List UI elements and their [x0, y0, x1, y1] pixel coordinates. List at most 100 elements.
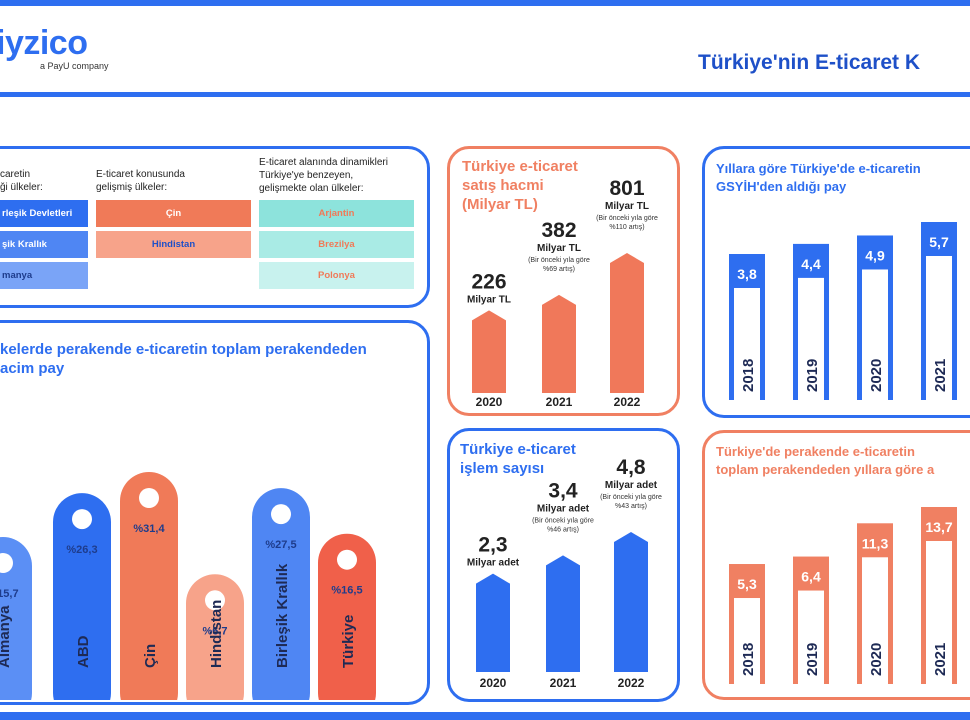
note-label: %46 artış)	[547, 526, 579, 533]
value-label: 5,7	[929, 234, 949, 250]
col3-header: E-ticaret alanında dinamikleri Türkiye'y…	[259, 157, 388, 194]
country-cell: Polonya	[259, 262, 414, 289]
year-label: 2020	[476, 395, 503, 409]
country-label: ABD	[75, 635, 92, 668]
bar-marker	[72, 509, 92, 530]
value-bar	[476, 573, 510, 672]
value-bar	[614, 532, 648, 672]
unit-label: Milyar TL	[605, 201, 649, 212]
bar-value-label: %26,3	[66, 544, 97, 556]
bar-value-label: %27,5	[265, 539, 296, 551]
country-cell: Hindistan	[96, 231, 251, 258]
year-label: 2018	[740, 643, 757, 676]
col2-header: E-ticaret konusunda gelişmiş ülkeler:	[96, 169, 185, 193]
value-label: 11,3	[862, 535, 889, 551]
year-label: 2021	[932, 643, 949, 676]
country-cell: Çin	[96, 200, 251, 227]
bar-inner	[798, 590, 824, 684]
transaction-count-title-1: Türkiye e-ticaret	[460, 441, 576, 458]
bar-inner	[926, 541, 952, 684]
value-label: 5,3	[737, 576, 757, 592]
value-bar	[546, 555, 580, 672]
country-cell: manya	[0, 262, 88, 289]
bar-value-label: %31,4	[133, 523, 165, 535]
sales-volume-title-3: (Milyar TL)	[462, 196, 538, 213]
bar-inner	[862, 557, 888, 684]
bar-marker	[271, 504, 291, 525]
value-label: 3,8	[737, 266, 757, 282]
gdp-share-title-1: Yıllara göre Türkiye'de e-ticaretin	[716, 161, 921, 176]
value-bar	[610, 253, 644, 393]
value-label: 2,3	[478, 534, 507, 557]
bar-inner	[734, 288, 760, 400]
year-label: 2020	[868, 643, 885, 676]
unit-label: Milyar TL	[467, 294, 511, 305]
note-label: %43 artış)	[615, 503, 647, 510]
value-label: 4,4	[801, 256, 821, 272]
year-label: 2021	[550, 676, 577, 690]
note-label: (Bir önceki yıla göre	[528, 257, 590, 264]
value-label: 13,7	[925, 519, 952, 535]
bar-marker	[337, 549, 357, 570]
brand-logo[interactable]: iyzico	[0, 24, 88, 62]
bar-marker	[139, 488, 159, 508]
country-cell: rleşik Devletleri	[0, 200, 88, 227]
country-bar	[252, 488, 310, 700]
transaction-count-title-2: işlem sayısı	[460, 460, 545, 477]
bar-marker	[205, 590, 225, 611]
country-bar	[318, 533, 376, 700]
note-label: (Bir önceki yıla göre	[532, 517, 594, 524]
value-label: 4,8	[616, 456, 646, 479]
year-label: 2019	[804, 359, 821, 392]
retail-share-years-title-2: toplam perakendeden yıllara göre a	[716, 462, 935, 477]
page-title: Türkiye'nin E-ticaret K	[698, 51, 921, 74]
retail-share-years-chart: 5,3 2018 6,4 2019 11,3 2020 13,7 2021	[729, 507, 957, 684]
retail-share-years-title-1: Türkiye'de perakende e-ticaretin	[716, 444, 915, 459]
gdp-share-title-2: GSYİH'den aldığı pay	[716, 179, 847, 194]
year-label: 2020	[868, 359, 885, 392]
country-label: Hindistan	[208, 600, 225, 668]
value-bar	[472, 310, 506, 393]
country-bar	[0, 537, 32, 700]
unit-label: Milyar adet	[605, 480, 658, 491]
bar-inner	[798, 277, 824, 400]
year-label: 2020	[480, 676, 507, 690]
bar-value-label: %16,5	[331, 585, 362, 597]
bar-marker	[0, 553, 13, 573]
bar-value-label: %15,7	[0, 588, 19, 600]
col1-header: caretin ği ülkeler:	[0, 169, 43, 193]
value-label: 4,9	[865, 247, 885, 263]
unit-label: Milyar adet	[537, 503, 590, 514]
country-bar	[186, 574, 244, 700]
country-share-chart: %15,7 Almanya %26,3 ABD %31,4 Çin %6,7Hindista…	[0, 472, 376, 700]
value-label: 801	[609, 177, 644, 200]
unit-label: Milyar TL	[537, 243, 581, 254]
country-bar	[53, 493, 111, 700]
value-label: 3,4	[548, 479, 578, 502]
bottom-border	[0, 712, 970, 720]
retail-share-countries-title-2: acim pay	[0, 360, 65, 377]
country-label: Çin	[142, 644, 159, 668]
note-label: %110 artış)	[609, 224, 644, 231]
bar-value-label: %6,7	[202, 625, 227, 637]
year-label: 2018	[740, 359, 757, 392]
sales-volume-title-1: Türkiye e-ticaret	[462, 158, 578, 175]
value-label: 6,4	[801, 569, 821, 585]
sales-volume-title-2: satış hacmi	[462, 177, 544, 194]
value-label: 382	[541, 219, 576, 242]
brand-tagline: a PayU company	[40, 61, 109, 71]
value-bar	[542, 294, 576, 393]
country-cell: Arjantin	[259, 200, 414, 227]
note-label: (Bir önceki yıla göre	[600, 494, 662, 501]
retail-share-countries-title-1: kelerde perakende e-ticaretin toplam per…	[0, 341, 367, 358]
unit-label: Milyar adet	[467, 558, 520, 569]
gdp-share-chart: 3,8 2018 4,4 2019 4,9 2020 5,7 2021	[729, 222, 957, 400]
note-label: (Bir önceki yıla göre	[596, 215, 658, 222]
year-label: 2021	[932, 359, 949, 392]
value-label: 226	[471, 270, 506, 293]
country-label: Birleşik Krallık	[274, 563, 291, 668]
header-divider	[0, 92, 970, 97]
bar-inner	[926, 256, 952, 400]
